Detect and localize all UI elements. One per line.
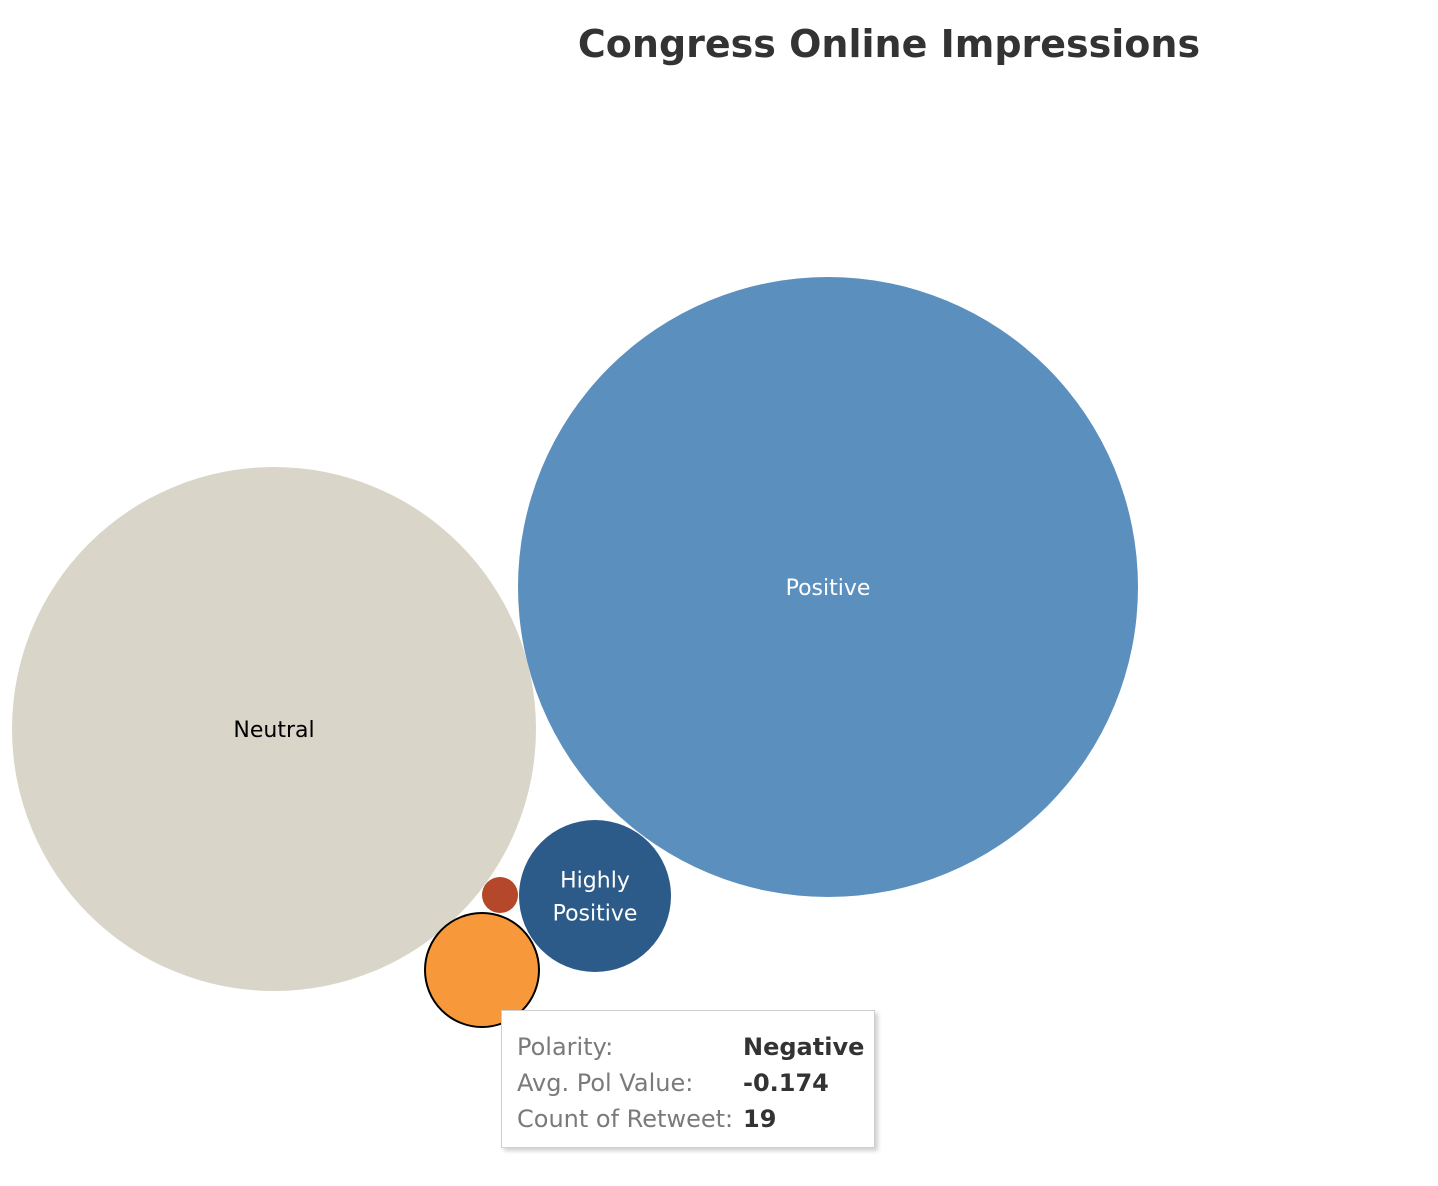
bubble-label-highly-positive: Highly Positive <box>553 869 638 927</box>
tooltip-key: Polarity: <box>517 1033 614 1061</box>
tooltip-row-count-of-retweet: Count of Retweet: 19 <box>517 1101 874 1137</box>
bubble-negative[interactable] <box>424 912 540 1028</box>
bubble-positive[interactable] <box>518 277 1138 897</box>
bubble-label-neutral: Neutral <box>233 718 314 743</box>
tooltip-key: Avg. Pol Value: <box>517 1069 694 1097</box>
tooltip: Polarity: Negative Avg. Pol Value: -0.17… <box>501 1010 875 1148</box>
bubble-highly-positive[interactable] <box>519 820 671 972</box>
tooltip-value: 19 <box>743 1105 777 1133</box>
bubble-unlabeled[interactable] <box>482 877 518 913</box>
tooltip-key: Count of Retweet: <box>517 1105 734 1133</box>
tooltip-value: -0.174 <box>743 1069 829 1097</box>
bubble-label-positive: Positive <box>786 576 871 601</box>
bubble-neutral[interactable] <box>12 467 536 991</box>
tooltip-row-avg-pol-value: Avg. Pol Value: -0.174 <box>517 1065 874 1101</box>
tooltip-row-polarity: Polarity: Negative <box>517 1029 874 1065</box>
chart-title: Congress Online Impressions <box>577 22 1201 66</box>
tooltip-value: Negative <box>743 1033 865 1061</box>
